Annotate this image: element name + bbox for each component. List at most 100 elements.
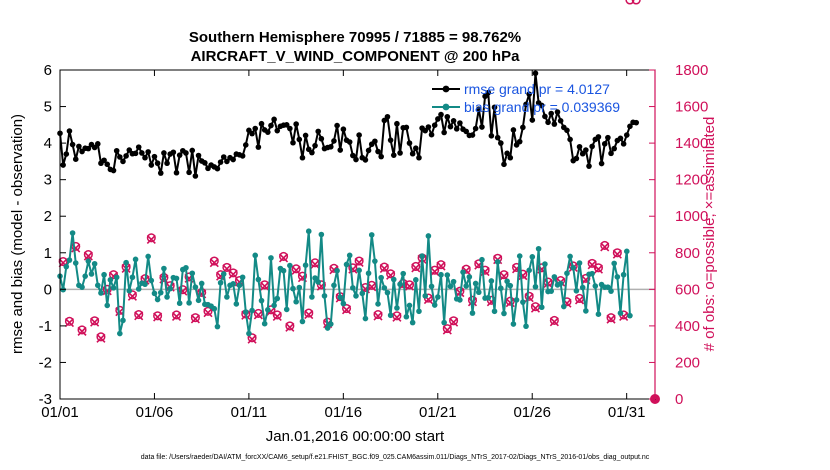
rmse-point xyxy=(554,109,561,115)
bias-point xyxy=(66,257,73,263)
obs-possible-marker xyxy=(449,316,459,326)
rmse-point xyxy=(157,170,164,176)
obs-possible-marker xyxy=(247,333,257,343)
rmse-point xyxy=(183,150,189,156)
obs-possible-marker xyxy=(524,291,534,301)
bias-point xyxy=(425,233,432,239)
rmse-point xyxy=(255,144,262,150)
bias-point xyxy=(302,262,309,269)
x-tick-label: 01/11 xyxy=(231,404,267,421)
rmse-point xyxy=(299,154,306,161)
rmse-point xyxy=(142,154,148,161)
rmse-point xyxy=(453,126,460,132)
rmse-point xyxy=(249,130,255,137)
rmse-point xyxy=(195,152,202,159)
rmse-point xyxy=(504,150,510,157)
obs-assimilated-marker xyxy=(90,317,100,327)
rmse-point xyxy=(101,157,107,164)
bias-point xyxy=(441,319,447,326)
rmse-point xyxy=(173,169,180,176)
bias-point xyxy=(627,312,633,319)
bias-point xyxy=(305,228,312,235)
obs-assimilated-marker xyxy=(272,311,282,321)
bias-point xyxy=(576,260,583,266)
rmse-point xyxy=(491,104,498,111)
rmse-point xyxy=(482,93,488,100)
obs-assimilated-marker xyxy=(442,325,452,335)
rmse-point xyxy=(501,161,507,168)
obs-assimilated-marker xyxy=(612,249,622,259)
rmse-point xyxy=(520,124,526,131)
rmse-point xyxy=(164,160,170,167)
bias-point xyxy=(217,279,224,286)
rmse-point xyxy=(633,119,640,126)
obs-possible-marker xyxy=(64,316,74,326)
bias-point xyxy=(312,275,318,281)
rmse-point xyxy=(265,129,271,135)
rmse-point xyxy=(390,152,397,158)
bias-point xyxy=(280,267,287,274)
rmse-point xyxy=(334,122,340,129)
obs-assimilated-marker xyxy=(209,258,219,268)
rmse-point xyxy=(611,145,617,152)
rmse-point xyxy=(337,147,344,153)
rmse-point xyxy=(422,127,429,134)
rmse-point xyxy=(63,151,70,157)
obs-possible-marker xyxy=(404,280,415,290)
bias-point xyxy=(608,288,614,294)
bias-point xyxy=(157,289,164,296)
bias-point xyxy=(189,270,196,277)
obs-possible-marker xyxy=(316,280,326,290)
rmse-point xyxy=(579,150,586,157)
bias-point xyxy=(145,253,151,260)
bias-point xyxy=(195,297,202,304)
x-tick-label: 01/01 xyxy=(41,404,79,421)
rmse-point xyxy=(485,89,492,96)
bias-point xyxy=(375,301,381,307)
bias-point xyxy=(573,287,580,294)
bias-point xyxy=(161,265,167,272)
obs-possible-marker xyxy=(178,285,188,295)
bias-point xyxy=(252,252,259,259)
rmse-point xyxy=(457,120,463,126)
obs-possible-marker xyxy=(291,264,301,274)
bias-point xyxy=(494,259,501,265)
rmse-point xyxy=(488,133,495,139)
bias-point xyxy=(101,271,107,278)
bias-point xyxy=(321,293,328,299)
rmse-point xyxy=(145,149,151,155)
obs-assimilated-marker xyxy=(354,257,364,268)
bias-point xyxy=(438,271,444,278)
rmse-point xyxy=(94,141,101,147)
bias-point xyxy=(85,258,92,264)
rmse-point xyxy=(60,162,66,168)
bias-point xyxy=(516,253,523,259)
rmse-point xyxy=(85,145,92,152)
rmse-point xyxy=(510,127,517,133)
bias-point xyxy=(538,304,545,311)
obs-assimilated-marker xyxy=(392,312,402,322)
rmse-point xyxy=(409,150,416,157)
bias-point xyxy=(384,289,391,296)
bias-point xyxy=(176,300,183,307)
bias-point xyxy=(390,276,397,283)
obs-assimilated-marker xyxy=(228,269,238,279)
bias-point xyxy=(151,290,158,297)
obs-assimilated-marker xyxy=(505,298,515,308)
rmse-point xyxy=(447,123,454,130)
obs-possible-marker xyxy=(600,240,610,251)
rmse-point xyxy=(444,113,451,120)
obs-assimilated-marker xyxy=(190,314,200,324)
bias-point xyxy=(249,307,255,314)
rmse-point xyxy=(538,102,545,109)
bias-point xyxy=(431,302,438,308)
rmse-point xyxy=(416,154,422,161)
obs-possible-marker xyxy=(222,262,232,272)
bias-point xyxy=(283,306,290,313)
rmse-point xyxy=(598,160,605,167)
rmse-point xyxy=(362,157,369,163)
rmse-point xyxy=(365,147,372,154)
bias-point xyxy=(132,256,139,263)
rmse-point xyxy=(66,128,73,134)
